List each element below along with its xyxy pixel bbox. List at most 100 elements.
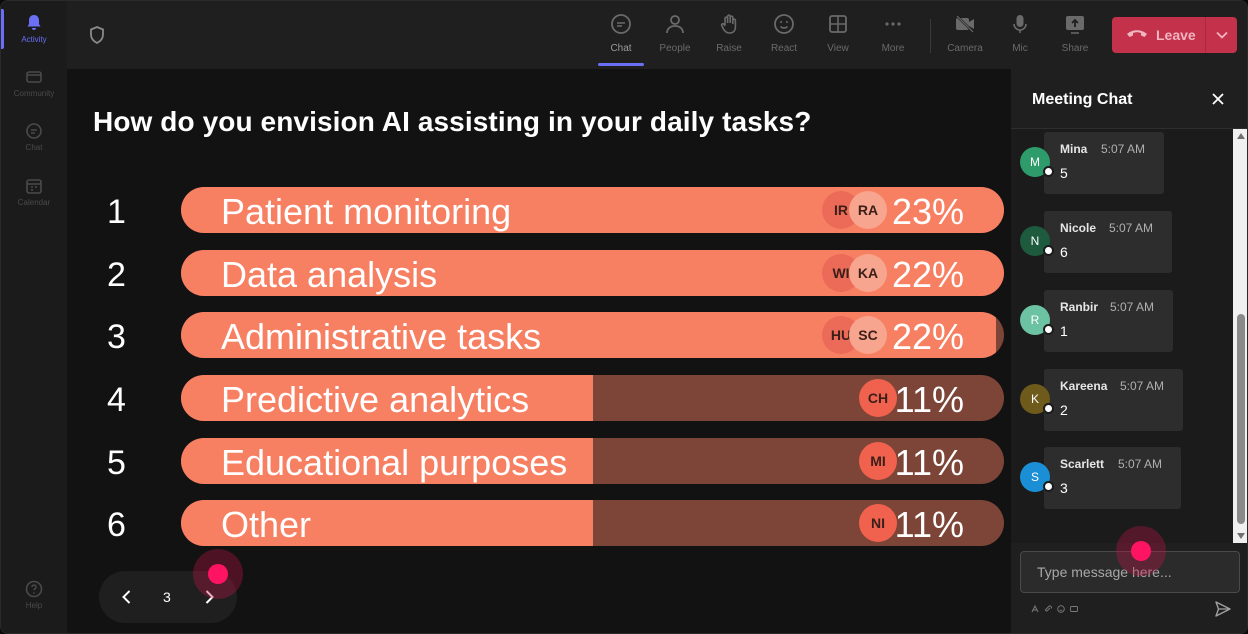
gif-icon[interactable] [1070,605,1078,613]
rail-item-community[interactable]: Community [1,67,67,117]
react-label: React [770,43,798,54]
camera-button[interactable]: Camera [940,11,990,63]
poll-option-label: Educational purposes [221,442,568,483]
poll-option-label: Other [221,504,312,545]
message-sender: Kareena [1060,379,1108,393]
chevron-down-icon[interactable] [1206,31,1237,39]
chevron-right-icon[interactable] [199,587,219,607]
chat-scrollbar[interactable] [1233,129,1247,543]
bell-icon [24,13,44,33]
raise-hand-button[interactable]: Raise [704,11,754,63]
poll-option-number: 6 [107,506,126,544]
voter-avatar: SC [849,316,887,354]
attach-icon[interactable] [1044,605,1052,613]
poll-option-percent: 22% [891,254,964,295]
chat-header: Meeting Chat [1011,69,1247,129]
poll-option-number: 4 [107,381,126,419]
message-input[interactable] [1021,552,1239,592]
page-number: 3 [163,589,171,605]
more-button[interactable]: More [868,11,918,63]
scroll-thumb[interactable] [1237,314,1245,524]
chat-title: Meeting Chat [1032,91,1133,108]
emoji-icon[interactable] [1057,605,1065,613]
poll-option-fill [181,500,593,546]
presence-status-icon [1043,481,1054,492]
message-sender: Scarlett [1060,457,1105,471]
calendar-icon [24,176,44,196]
smiley-icon [773,13,795,35]
chat-message[interactable]: Nicole 5:07 AM 6 N [1011,211,1233,275]
slide-pager: 3 [99,571,237,623]
message-compose-box[interactable] [1020,551,1240,593]
share-screen-icon [1064,13,1086,35]
poll-option-percent: 11% [894,504,964,545]
message-sender: Nicole [1060,221,1097,235]
voter-avatar: KA [849,254,887,292]
rail-item-label: Calendar [17,198,51,207]
people-label: People [659,43,691,54]
microphone-icon [1009,13,1031,35]
camera-off-icon [954,13,976,35]
send-icon[interactable] [1214,600,1232,618]
scroll-down-arrow[interactable] [1237,533,1245,539]
share-label: Share [1061,43,1089,54]
more-icon [882,13,904,35]
message-text: 6 [1060,244,1068,260]
camera-label: Camera [947,43,983,54]
poll-option-number: 3 [107,318,126,356]
share-button[interactable]: Share [1050,11,1100,63]
message-time: 5:07 AM [1120,379,1165,393]
message-sender: Mina [1060,142,1088,156]
format-icon[interactable] [1031,605,1039,613]
toolbar-divider [930,19,931,53]
poll-option-label: Data analysis [221,254,438,295]
poll-option-percent: 22% [891,316,964,357]
poll-option-percent: 23% [891,191,964,232]
scroll-up-arrow[interactable] [1237,133,1245,139]
leave-label: Leave [1156,27,1196,43]
rail-item-chat[interactable]: Chat [1,121,67,171]
rail-active-indicator [1,9,4,49]
rail-item-calendar[interactable]: Calendar [1,176,67,226]
presence-status-icon [1043,324,1054,335]
people-button[interactable]: People [650,11,700,63]
chat-message[interactable]: Ranbir 5:07 AM 1 R [1011,290,1233,354]
view-button[interactable]: View [813,11,863,63]
react-button[interactable]: React [759,11,809,63]
view-label: View [827,43,849,54]
poll-option-bar: Other NI 11% [181,500,1004,546]
message-bubble: Kareena 5:07 AM 2 [1044,369,1183,431]
chat-message[interactable]: Scarlett 5:07 AM 3 S [1011,447,1233,511]
chat-message[interactable]: Mina 5:07 AM 5 M [1011,132,1233,196]
message-text: 1 [1060,323,1068,339]
message-time: 5:07 AM [1109,221,1154,235]
poll-option-fill [181,438,593,484]
leave-button[interactable]: Leave [1112,17,1237,53]
rail-item-activity[interactable]: Activity [1,13,67,63]
poll-option-number: 1 [107,193,126,231]
more-label: More [881,43,905,54]
poll-option-bar: Data analysis WI KA 22% [181,250,1004,296]
rail-item-help[interactable]: Help [1,579,67,629]
voter-avatar: CH [859,379,897,417]
leave-main[interactable]: Leave [1112,17,1205,53]
chat-message[interactable]: Kareena 5:07 AM 2 K [1011,369,1233,433]
message-text: 3 [1060,480,1068,496]
close-icon[interactable] [1209,90,1227,108]
hand-icon [718,13,740,35]
poll-option-bar: Predictive analytics CH 11% [181,375,1004,421]
chevron-left-icon[interactable] [117,587,137,607]
mic-button[interactable]: Mic [995,11,1045,63]
poll-question: How do you envision AI assisting in your… [93,106,812,137]
poll-option-fill [181,375,593,421]
leave-separator [1205,17,1206,53]
poll-option-number: 5 [107,444,126,482]
message-text: 5 [1060,165,1068,181]
chat-button[interactable]: Chat [596,11,646,63]
message-time: 5:07 AM [1110,300,1155,314]
rail-item-label: Community [13,89,55,98]
voter-avatar: RA [849,191,887,229]
shield-icon[interactable] [87,25,107,45]
presence-status-icon [1043,245,1054,256]
